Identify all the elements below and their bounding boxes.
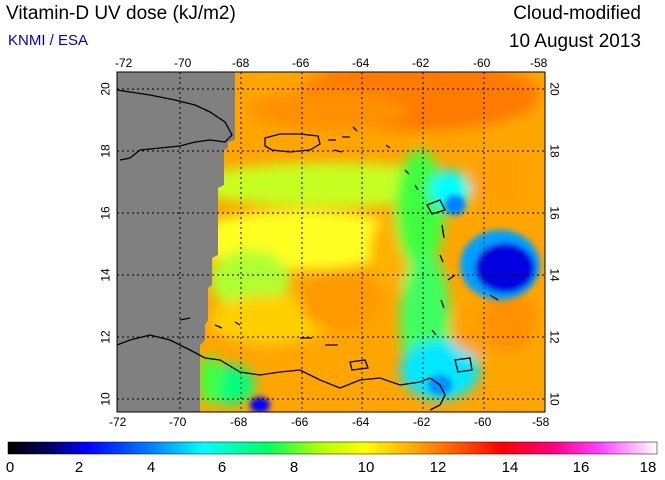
lon-tick-top: -70 [174, 56, 192, 70]
lat-tick-left: 20 [98, 82, 113, 96]
lon-tick-bottom: -70 [169, 415, 187, 429]
graticule [117, 72, 545, 412]
lat-tick-right: 16 [547, 206, 562, 220]
colorbar-label: 18 [639, 459, 657, 476]
lat-tick-right: 14 [547, 268, 562, 282]
lat-tick-left: 14 [98, 268, 113, 282]
lon-tick-bottom: -72 [109, 415, 127, 429]
lat-tick-right: 20 [547, 82, 562, 96]
colorbar-label: 8 [289, 459, 299, 476]
lon-tick-bottom: -66 [291, 415, 309, 429]
lon-tick-bottom: -62 [413, 415, 431, 429]
title: Vitamin-D UV dose (kJ/m2) [6, 3, 236, 24]
colorbar-label: 16 [572, 459, 590, 476]
lon-tick-top: -62 [412, 56, 430, 70]
colorbar-label: 2 [74, 459, 84, 476]
colorbar-label: 0 [5, 459, 15, 476]
colorbar [7, 441, 658, 455]
lon-tick-bottom: -58 [532, 415, 550, 429]
lat-tick-left: 18 [98, 144, 113, 158]
lon-tick-top: -72 [115, 56, 133, 70]
colorbar-label: 14 [501, 459, 519, 476]
lat-tick-left: 12 [98, 330, 113, 344]
coastlines [117, 89, 499, 411]
lon-tick-top: -60 [473, 56, 491, 70]
lat-tick-right: 12 [547, 330, 562, 344]
lon-tick-top: -58 [530, 56, 548, 70]
product-label: Cloud-modified [513, 3, 641, 24]
no-data-region [117, 72, 235, 412]
map-frame [116, 71, 546, 413]
lon-tick-top: -68 [232, 56, 250, 70]
colorbar-label: 4 [146, 459, 156, 476]
credit-label: KNMI / ESA [8, 32, 89, 49]
lat-tick-right: 18 [547, 144, 562, 158]
colorbar-label: 6 [217, 459, 227, 476]
date-label: 10 August 2013 [508, 31, 641, 52]
lon-tick-bottom: -64 [352, 415, 370, 429]
lon-tick-bottom: -68 [230, 415, 248, 429]
colorbar-label: 10 [357, 459, 375, 476]
lat-tick-right: 10 [547, 392, 562, 406]
lon-tick-top: -66 [292, 56, 310, 70]
lon-tick-bottom: -60 [474, 415, 492, 429]
colorbar-label: 12 [429, 459, 447, 476]
dose-field [117, 72, 545, 412]
lon-tick-top: -64 [352, 56, 370, 70]
lat-tick-left: 10 [98, 392, 113, 406]
lat-tick-left: 16 [98, 206, 113, 220]
